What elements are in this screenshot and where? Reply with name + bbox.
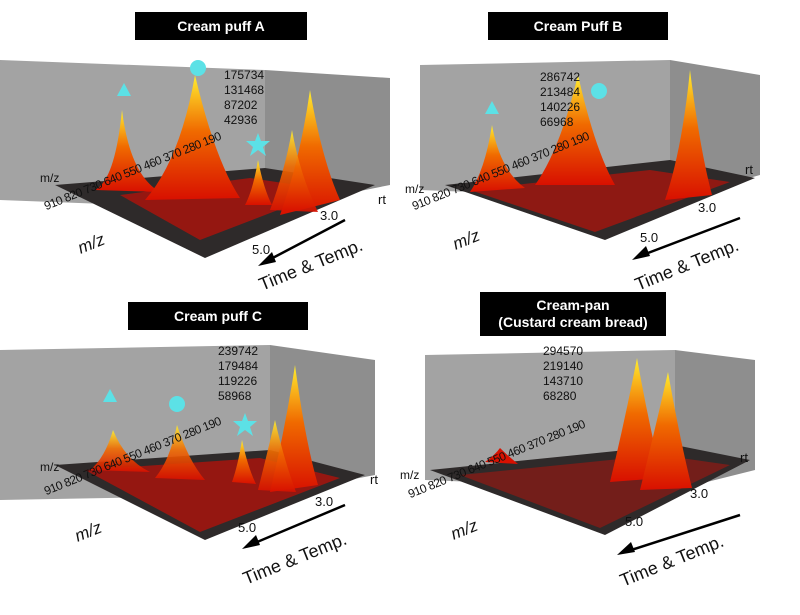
z-tick: 68280 bbox=[543, 389, 577, 403]
circle-marker bbox=[169, 396, 185, 412]
arrow-line bbox=[639, 216, 741, 258]
chart-title-text: Cream Puff B bbox=[533, 17, 623, 34]
peak-triangle bbox=[95, 110, 160, 192]
z-tick-labels: 175734 131468 87202 42936 bbox=[224, 68, 264, 128]
rt-tick: 5.0 bbox=[640, 230, 659, 245]
y-axis-label: m/z bbox=[405, 182, 425, 196]
back-wall bbox=[420, 60, 670, 200]
chart-title-text: Cream puff A bbox=[177, 17, 265, 34]
y-axis-label: m/z bbox=[400, 468, 420, 482]
peak-triangle bbox=[90, 430, 150, 472]
floor-red-band bbox=[470, 170, 730, 232]
x-axis-label: rt bbox=[740, 450, 748, 465]
circle-marker bbox=[591, 83, 607, 99]
triangle-marker bbox=[485, 101, 499, 114]
chart-title: Cream Puff B bbox=[488, 12, 668, 40]
y-axis-label: m/z bbox=[40, 460, 60, 474]
peak-right bbox=[665, 70, 712, 200]
arrow-head bbox=[242, 535, 260, 549]
peak-star bbox=[245, 160, 272, 205]
peak-small bbox=[485, 448, 518, 464]
z-tick: 294570 bbox=[543, 344, 584, 358]
chart-subtitle-text: (Custard cream bread) bbox=[498, 314, 648, 330]
panel-cream-puff-b: Cream Puff B 286742 213484 140226 66968 … bbox=[400, 0, 800, 300]
rt-tick: 3.0 bbox=[315, 494, 334, 509]
z-tick: 140226 bbox=[540, 100, 581, 114]
x-axis-label: rt bbox=[745, 162, 753, 177]
surface-plot bbox=[0, 345, 375, 549]
rt-tick: 5.0 bbox=[238, 520, 257, 535]
z-tick: 131468 bbox=[224, 83, 265, 97]
z-tick: 213484 bbox=[540, 85, 581, 99]
arrow-head bbox=[617, 542, 635, 555]
panel-cream-puff-a: Cream puff A 175734 131468 87202 42936 m… bbox=[0, 0, 400, 300]
chart-title-text: Cream puff C bbox=[174, 307, 262, 324]
peak-star bbox=[232, 440, 256, 484]
arrow-line bbox=[264, 218, 346, 264]
z-tick-labels: 239742 179484 119226 58968 bbox=[218, 344, 258, 404]
triangle-marker bbox=[103, 389, 117, 402]
z-tick: 119226 bbox=[218, 374, 258, 388]
peak-right-2 bbox=[270, 130, 318, 212]
z-tick: 219140 bbox=[543, 359, 584, 373]
z-tick: 179484 bbox=[218, 359, 259, 373]
z-tick: 87202 bbox=[224, 98, 258, 112]
peak-left bbox=[610, 358, 662, 482]
peak-right-2 bbox=[258, 420, 296, 492]
surface-plot bbox=[0, 60, 390, 266]
z-tick: 58968 bbox=[218, 389, 252, 403]
x-axis-label: rt bbox=[370, 472, 378, 487]
peak-triangle bbox=[470, 125, 525, 192]
rt-tick: 3.0 bbox=[690, 486, 709, 501]
chart-title: Cream-pan (Custard cream bread) bbox=[480, 292, 666, 336]
rt-tick: 5.0 bbox=[252, 242, 271, 257]
surface-plot bbox=[420, 60, 760, 260]
circle-marker bbox=[190, 60, 206, 76]
arrow-line bbox=[624, 513, 741, 554]
peak-circle bbox=[535, 75, 615, 185]
panel-cream-puff-c: Cream puff C 239742 179484 119226 58968 … bbox=[0, 300, 400, 615]
arrow-line bbox=[249, 503, 346, 547]
chart-title: Cream puff C bbox=[128, 302, 308, 330]
arrow-head bbox=[258, 252, 276, 266]
chart-title-text: Cream-pan bbox=[536, 297, 610, 313]
rt-tick: 3.0 bbox=[698, 200, 717, 215]
z-tick: 175734 bbox=[224, 68, 265, 82]
z-tick-labels: 286742 213484 140226 66968 bbox=[540, 70, 580, 130]
z-tick: 66968 bbox=[540, 115, 574, 129]
rt-tick: 5.0 bbox=[625, 514, 644, 529]
peak-circle bbox=[145, 75, 240, 200]
z-tick: 143710 bbox=[543, 374, 584, 388]
peak-right bbox=[640, 372, 692, 490]
y-axis-label: m/z bbox=[40, 171, 60, 185]
peak-circle bbox=[155, 425, 205, 480]
surface-plot bbox=[425, 350, 755, 555]
z-tick: 239742 bbox=[218, 344, 259, 358]
arrow-head bbox=[632, 246, 650, 260]
z-tick: 286742 bbox=[540, 70, 581, 84]
triangle-marker bbox=[117, 83, 131, 96]
star-marker bbox=[246, 133, 270, 156]
panel-cream-pan: Cream-pan (Custard cream bread) 294570 2… bbox=[400, 292, 800, 615]
x-axis-label: rt bbox=[378, 192, 386, 207]
star-marker bbox=[233, 413, 257, 436]
chart-title: Cream puff A bbox=[135, 12, 307, 40]
z-tick-labels: 294570 219140 143710 68280 bbox=[543, 344, 583, 404]
rt-tick: 3.0 bbox=[320, 208, 339, 223]
z-tick: 42936 bbox=[224, 113, 258, 127]
